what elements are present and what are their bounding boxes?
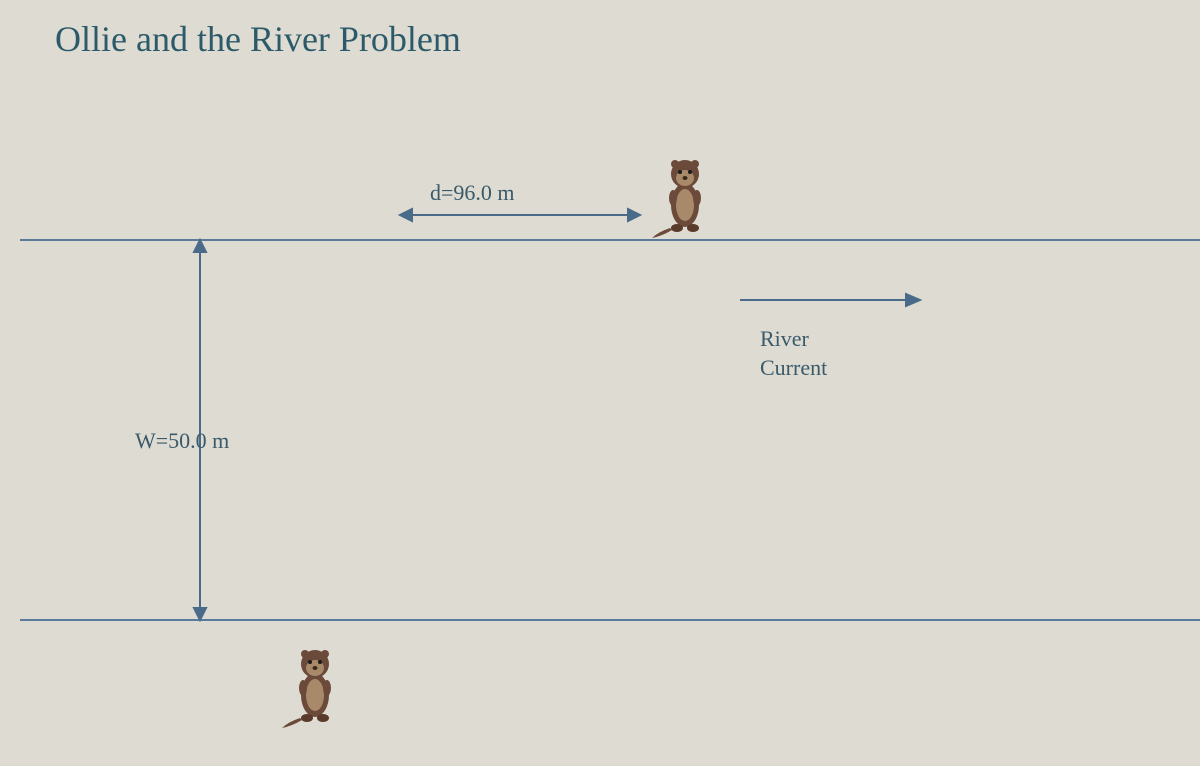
river-diagram bbox=[0, 0, 1200, 766]
d-dimension-arrow bbox=[400, 209, 640, 221]
current-arrow bbox=[740, 294, 920, 306]
otter-bottom-icon bbox=[280, 640, 350, 730]
w-label: W=50.0 m bbox=[135, 428, 229, 454]
river-current-label: River Current bbox=[760, 325, 827, 382]
river-label-line1: River bbox=[760, 326, 809, 351]
otter-top-icon bbox=[650, 150, 720, 240]
river-label-line2: Current bbox=[760, 355, 827, 380]
d-label: d=96.0 m bbox=[430, 180, 515, 206]
